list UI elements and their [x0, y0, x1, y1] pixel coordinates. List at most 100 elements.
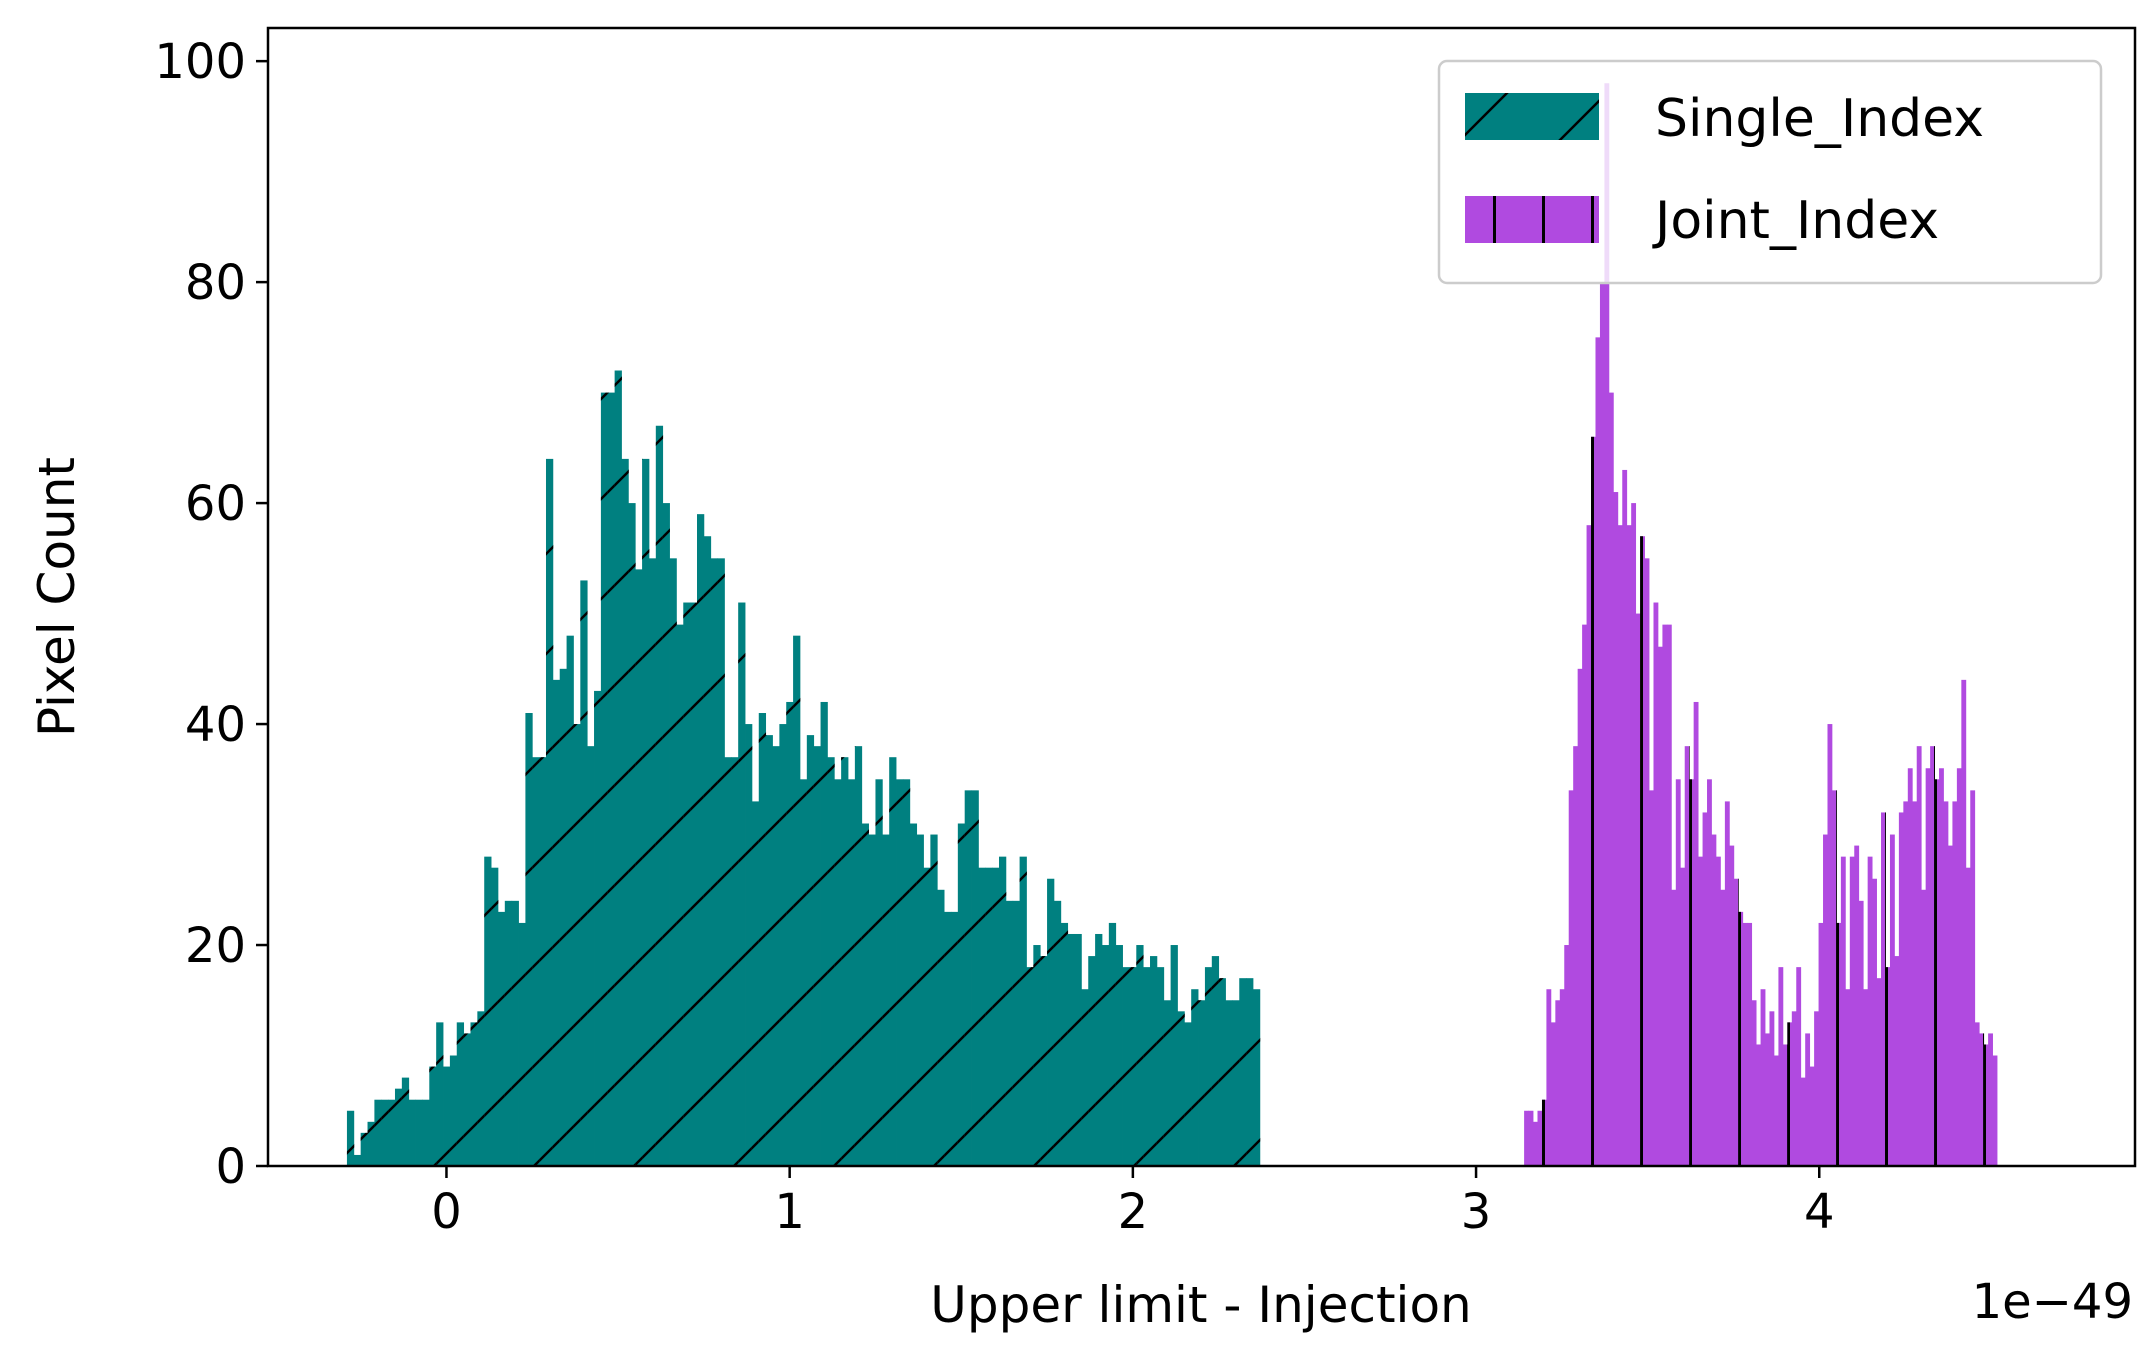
histogram-bar-hatch — [525, 713, 533, 1166]
histogram-bar-hatch — [394, 1088, 403, 1166]
histogram-bar-hatch — [1707, 779, 1712, 1166]
histogram-bar-hatch — [1715, 856, 1721, 1166]
histogram-bar-hatch — [1831, 790, 1837, 1166]
histogram-bar-hatch — [745, 724, 753, 1166]
histogram-bar-hatch — [1170, 945, 1178, 1166]
histogram-bar-hatch — [1729, 845, 1735, 1166]
y-tick-label: 40 — [185, 697, 246, 753]
x-tick-label: 0 — [431, 1184, 462, 1240]
histogram-bar-hatch — [1702, 812, 1708, 1166]
series-joint-index — [1524, 83, 1998, 1167]
histogram-bar-hatch — [408, 1099, 416, 1166]
histogram-bar-hatch — [1088, 956, 1096, 1166]
histogram-bar-hatch — [1657, 646, 1663, 1166]
histogram-bar-hatch — [1872, 878, 1877, 1166]
histogram-bar-hatch — [1211, 956, 1220, 1166]
histogram-bar-hatch — [1970, 790, 1976, 1166]
histogram-bar-hatch — [1019, 856, 1027, 1166]
x-axis-label: Upper limit - Injection — [930, 1276, 1471, 1334]
histogram-bar-hatch — [1738, 911, 1744, 1166]
histogram-bar-hatch — [367, 1121, 375, 1166]
histogram-bar-hatch — [381, 1099, 389, 1166]
histogram-bar-hatch — [621, 458, 629, 1166]
histogram-bar-hatch — [1163, 1000, 1172, 1166]
histogram-bar-hatch — [1939, 768, 1944, 1166]
histogram-bar-hatch — [1586, 525, 1592, 1166]
y-tick-label: 100 — [154, 34, 246, 90]
histogram-bar-hatch — [360, 1132, 368, 1166]
histogram-bar-hatch — [1622, 469, 1628, 1166]
histogram-bar-hatch — [1979, 1033, 1985, 1166]
histogram-bar-hatch — [765, 735, 773, 1166]
histogram-bar-hatch — [1653, 602, 1659, 1166]
histogram-bar-hatch — [1733, 878, 1739, 1166]
histogram-bar-hatch — [491, 867, 499, 1166]
histogram-bar-hatch — [1537, 1110, 1543, 1166]
histogram-bar-hatch — [1916, 746, 1922, 1166]
histogram-bar-hatch — [552, 679, 561, 1166]
histogram-bar-hatch — [635, 569, 643, 1166]
histogram-bar-hatch — [1129, 967, 1137, 1166]
histogram-bar-hatch — [1720, 889, 1726, 1166]
histogram-bar-hatch — [1680, 867, 1686, 1166]
histogram-bar-hatch — [1568, 790, 1574, 1166]
histogram-bar-hatch — [1143, 967, 1151, 1166]
histogram-bar-hatch — [497, 911, 506, 1166]
histogram-bar-hatch — [738, 602, 746, 1166]
histogram-bar-hatch — [1047, 878, 1055, 1166]
histogram-bar-hatch — [1907, 768, 1913, 1166]
histogram-bar-hatch — [1898, 812, 1904, 1166]
histogram-bar-hatch — [1849, 856, 1855, 1166]
x-tick-label: 3 — [1461, 1184, 1492, 1240]
histogram-bar-hatch — [1894, 956, 1900, 1166]
histogram-bar-hatch — [751, 801, 760, 1166]
histogram-bar-hatch — [1988, 1033, 1993, 1166]
histogram-bar-hatch — [545, 458, 554, 1166]
histogram-bar-hatch — [1787, 1022, 1793, 1166]
histogram-bar-hatch — [889, 757, 897, 1166]
histogram-bar-hatch — [1184, 1022, 1192, 1166]
histogram-bar-hatch — [683, 602, 691, 1166]
histogram-bar-hatch — [1796, 967, 1802, 1166]
histogram-bar-hatch — [992, 867, 1000, 1166]
histogram-bar-hatch — [985, 867, 993, 1166]
histogram-bar-hatch — [1156, 967, 1165, 1166]
histogram-bar-hatch — [710, 558, 718, 1166]
histogram-bar-hatch — [1742, 922, 1748, 1166]
histogram-bar-hatch — [1177, 1011, 1185, 1166]
histogram-bar-hatch — [1541, 1099, 1547, 1166]
legend-hatch-joint-index — [1465, 196, 1599, 243]
histogram-bar-hatch — [1840, 856, 1846, 1166]
histogram-bar-hatch — [937, 889, 945, 1166]
histogram-bar-hatch — [1800, 1077, 1806, 1166]
x-tick-label: 2 — [1118, 1184, 1149, 1240]
histogram-bar-hatch — [957, 823, 966, 1166]
legend-item-single-index: Single_Index — [1465, 89, 1984, 149]
histogram-bar-hatch — [1524, 1110, 1529, 1166]
y-tick-label: 60 — [185, 476, 246, 532]
histogram-bar-hatch — [861, 823, 869, 1166]
histogram-bar-hatch — [799, 779, 808, 1166]
histogram-bar-hatch — [1550, 1022, 1556, 1166]
histogram-bar-hatch — [841, 757, 849, 1166]
histogram-bar-hatch — [669, 558, 677, 1166]
histogram-bar-hatch — [1769, 1011, 1775, 1166]
series-single-index — [346, 370, 1261, 1167]
histogram-bar-hatch — [1823, 834, 1828, 1166]
histogram-bar-hatch — [1613, 492, 1619, 1166]
histogram-bar-hatch — [1698, 856, 1703, 1166]
histogram-bar-hatch — [566, 635, 574, 1166]
histogram-bar-hatch — [429, 1066, 437, 1166]
histogram-bar-hatch — [449, 1055, 458, 1166]
histogram-bar-hatch — [1782, 1044, 1788, 1166]
histogram-bar-hatch — [1765, 1033, 1770, 1166]
histogram-bar-hatch — [1218, 978, 1226, 1166]
histogram-bar-hatch — [1559, 989, 1565, 1166]
histogram-bar-hatch — [1858, 900, 1864, 1166]
histogram-bar-hatch — [1912, 801, 1918, 1166]
histogram-bar-hatch — [868, 834, 876, 1166]
histogram-bar-hatch — [1026, 967, 1034, 1166]
histogram-bar-hatch — [1577, 668, 1583, 1166]
histogram-bar-hatch — [1582, 624, 1587, 1166]
